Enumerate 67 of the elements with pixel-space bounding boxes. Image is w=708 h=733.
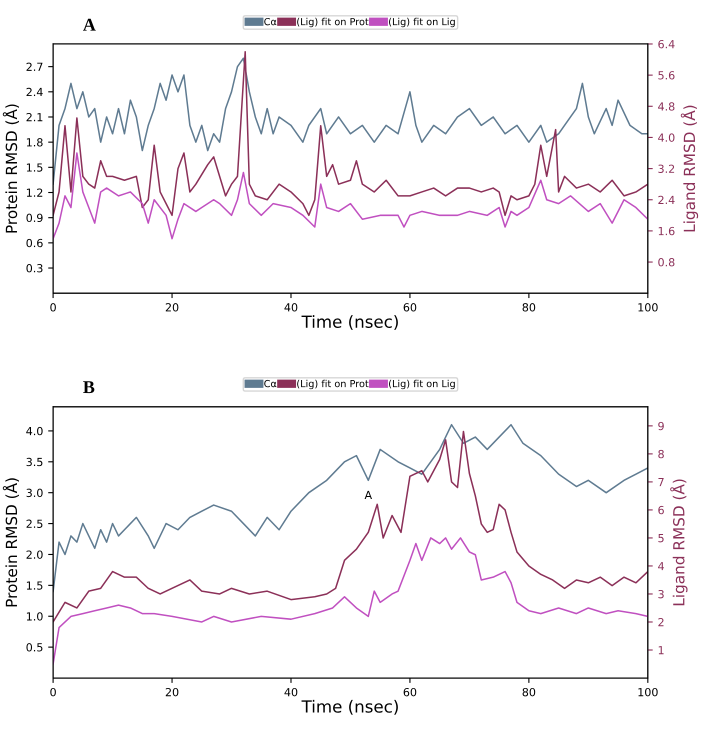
y2-tick-label: 6: [658, 506, 664, 514]
y2-tick-label: 4.8: [658, 102, 674, 111]
y2-tick-label: 2.4: [658, 196, 675, 204]
legend-label: Cα: [264, 18, 276, 26]
y2-tick-label: 5.6: [658, 71, 675, 80]
y-tick-label: 2.1: [26, 112, 42, 122]
line-series: [53, 424, 648, 592]
y2-tick-label: 3: [658, 590, 664, 598]
x-tick-label: 20: [166, 303, 178, 312]
line-series: [53, 430, 648, 623]
x-tick-label: 0: [50, 303, 56, 312]
y2-axis-title: Ligand RMSD (Å): [670, 479, 688, 606]
y-tick-label: 3.0: [26, 488, 43, 498]
y-tick-label: 0.6: [26, 238, 43, 248]
legend-label: Cα: [264, 380, 276, 388]
y-tick-label: 2.0: [26, 550, 43, 559]
y2-tick-label: 4.0: [658, 133, 674, 142]
y-tick-label: 0.9: [26, 214, 43, 222]
chart-title: B: [83, 381, 94, 394]
legend-label: (Lig) fit on Lig: [389, 380, 455, 390]
y-tick-label: 2.7: [26, 62, 42, 71]
line-series: [53, 537, 648, 665]
legend-label: (Lig) fit on Prot: [297, 380, 369, 390]
legend-label: (Lig) fit on Lig: [389, 18, 455, 28]
y-tick-label: 1.0: [26, 612, 43, 621]
y2-tick-label: 8: [658, 450, 664, 458]
line-series: [53, 57, 648, 185]
x-axis-title: Time (nsec): [302, 700, 398, 715]
x-tick-label: 20: [166, 688, 178, 696]
y2-tick-label: 7: [658, 478, 664, 486]
x-tick-label: 60: [404, 688, 416, 696]
y2-tick-label: 3.2: [658, 164, 674, 173]
x-tick-label: 100: [638, 303, 658, 312]
x-tick-label: 0: [50, 688, 56, 696]
y-axis-title: Protein RMSD (Å): [2, 104, 19, 233]
annotation: A: [364, 490, 372, 500]
x-tick-label: 80: [522, 303, 536, 312]
y-tick-label: 4.0: [26, 426, 43, 436]
x-tick-label: 40: [284, 688, 298, 696]
x-tick-label: 80: [522, 688, 536, 696]
y2-tick-label: 9: [658, 422, 664, 430]
line-series: [53, 51, 648, 216]
y2-tick-label: 4: [658, 562, 664, 570]
y-tick-label: 0.3: [26, 264, 42, 272]
y2-tick-label: 0.8: [658, 258, 674, 266]
y-tick-label: 2.5: [26, 520, 42, 528]
y-tick-label: 2.4: [26, 88, 43, 96]
y-axis-title: Protein RMSD (Å): [2, 478, 19, 606]
y2-tick-label: 2: [658, 618, 664, 626]
y-tick-label: 3.5: [26, 458, 42, 466]
y2-tick-label: 5: [658, 534, 664, 542]
y2-tick-label: 1.6: [658, 226, 675, 236]
y-tick-label: 1.5: [26, 581, 42, 590]
line-series: [53, 152, 648, 240]
x-axis-title: Time (nsec): [302, 315, 398, 330]
y2-tick-label: 6.4: [658, 40, 675, 48]
y2-tick-label: 1: [658, 646, 664, 654]
x-tick-label: 40: [284, 303, 298, 312]
legend-label: (Lig) fit on Prot: [297, 18, 369, 28]
y-tick-label: 0.5: [26, 643, 42, 652]
x-tick-label: 100: [638, 688, 658, 696]
y2-axis-title: Ligand RMSD (Å): [680, 106, 698, 232]
y-tick-label: 1.5: [26, 163, 42, 172]
chart-title: A: [83, 18, 96, 31]
x-tick-label: 60: [404, 303, 416, 312]
y-tick-label: 1.2: [26, 188, 42, 197]
y-tick-label: 1.8: [26, 138, 43, 147]
